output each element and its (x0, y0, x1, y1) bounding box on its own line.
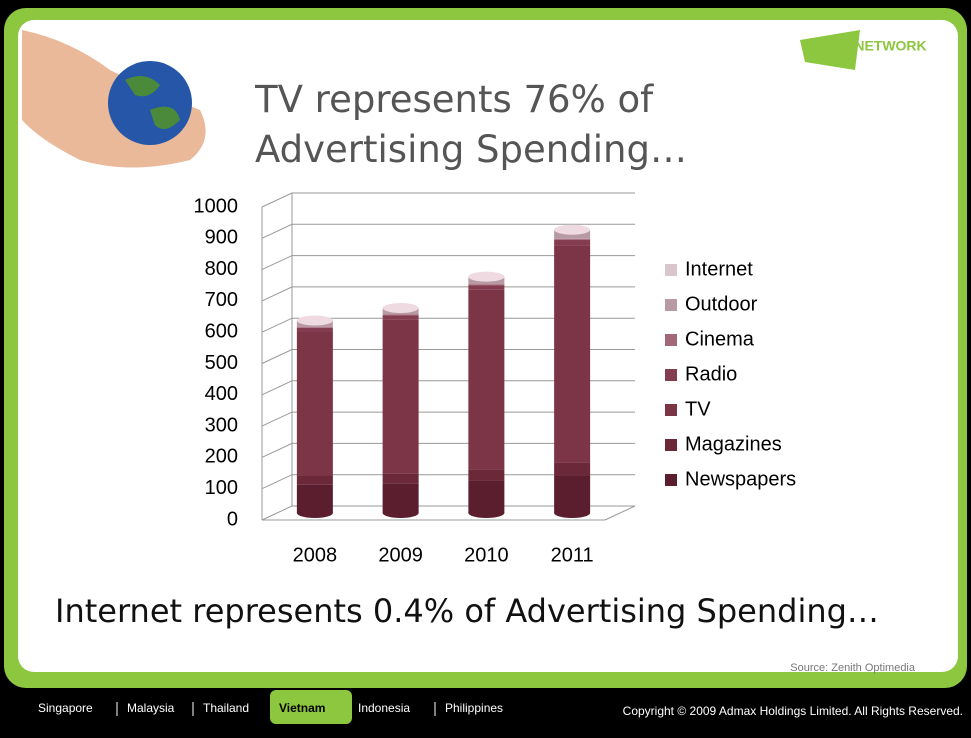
bar-top (296, 315, 333, 326)
legend-swatch (665, 334, 677, 346)
y-tick-label: 500 (205, 352, 238, 374)
nav-item[interactable]: Thailand (203, 701, 249, 715)
grid-line (261, 474, 635, 490)
globe (108, 61, 192, 145)
bar-segment (468, 284, 505, 286)
land (125, 76, 180, 129)
floor-right (604, 505, 636, 521)
logo-shape (800, 30, 860, 70)
bar-segment (468, 480, 505, 513)
bar-segment (554, 239, 591, 246)
grid-line (261, 255, 635, 271)
nav-item[interactable]: Philippines (445, 701, 503, 715)
bar-segment (296, 327, 333, 328)
logo-text: ADMAXNETWORK (803, 38, 927, 54)
y-tick-label: 700 (205, 289, 238, 311)
bar-top (554, 224, 591, 235)
x-tick-label: 2009 (378, 544, 423, 566)
y-tick-label: 100 (205, 477, 238, 499)
legend-label: Internet (685, 258, 753, 280)
grid-line (261, 317, 635, 333)
chart: 0 100 200 300 400 500 600 700 800 900 1000 2008 2009… (194, 192, 796, 566)
legend-label: Newspapers (685, 468, 796, 490)
copyright: Copyright © 2009 Admax Holdings Limited.… (623, 704, 963, 718)
headline: Internet represents 0.4% of Advertising … (55, 592, 879, 630)
y-tick-label: 1000 (194, 195, 239, 217)
grid-line (261, 442, 635, 458)
bar-segment (296, 484, 333, 513)
legend-swatch (665, 404, 677, 416)
bar-segment (468, 289, 505, 470)
chart-title: TV represents 76% of Advertising Spendin… (255, 78, 687, 171)
legend-swatch (665, 439, 677, 451)
y-tick-label: 900 (205, 227, 238, 249)
bar-segment (554, 462, 591, 476)
legend-label: Radio (685, 363, 737, 385)
y-tick-label: 400 (205, 383, 238, 405)
bar-segment (382, 319, 419, 474)
source: Source: Zenith Optimedia (790, 662, 916, 674)
bar-top (468, 271, 505, 282)
legend-swatch (665, 299, 677, 311)
globe-image (22, 30, 206, 168)
y-tick-label: 0 (227, 508, 238, 530)
nav-active-tab (270, 690, 352, 724)
x-tick-label: 2010 (464, 544, 509, 566)
y-tick-label: 600 (205, 320, 238, 342)
legend-swatch (665, 369, 677, 381)
bar-segment (296, 475, 333, 485)
bar-segment (468, 285, 505, 290)
title-box: TV represents 76% of Advertising Spendin… (255, 78, 687, 171)
bar-top (382, 302, 419, 313)
nav-bar: Singapore Malaysia Thailand Vietnam Indonesi… (38, 690, 503, 724)
grid-line (261, 380, 635, 396)
legend-label: Magazines (685, 433, 782, 455)
y-tick-label: 200 (205, 446, 238, 468)
nav-item[interactable]: Indonesia (358, 701, 410, 715)
bar-segment (382, 473, 419, 484)
bar-segment (468, 469, 505, 481)
bar-segment (554, 230, 591, 239)
grid-line (261, 505, 635, 521)
grid-line (261, 192, 635, 208)
bar-segment (382, 483, 419, 513)
legend-label: Cinema (685, 328, 755, 350)
grid-line (261, 286, 635, 302)
bar-segment (554, 245, 591, 463)
bar-segment (554, 475, 591, 513)
nav-item[interactable]: Vietnam (279, 701, 325, 715)
grid-line (261, 349, 635, 364)
bar-segment (554, 238, 591, 240)
logo: ADMAXNETWORK (800, 30, 927, 70)
legend-swatch (665, 474, 677, 486)
legend-label: TV (685, 398, 711, 420)
bar-segment (296, 331, 333, 476)
grid-line (261, 223, 635, 239)
nav-item[interactable]: Malaysia (127, 701, 175, 715)
bar-segment (382, 315, 419, 320)
y-tick-label: 300 (205, 414, 238, 436)
x-tick-label: 2008 (293, 544, 338, 566)
bar-segment (296, 327, 333, 332)
legend-swatch (665, 264, 677, 276)
nav-item[interactable]: Singapore (38, 701, 93, 715)
x-tick-label: 2011 (551, 544, 594, 566)
grid-line (261, 411, 635, 427)
bar-segment (382, 314, 419, 316)
legend-label: Outdoor (685, 293, 758, 315)
y-tick-label: 800 (205, 258, 238, 280)
